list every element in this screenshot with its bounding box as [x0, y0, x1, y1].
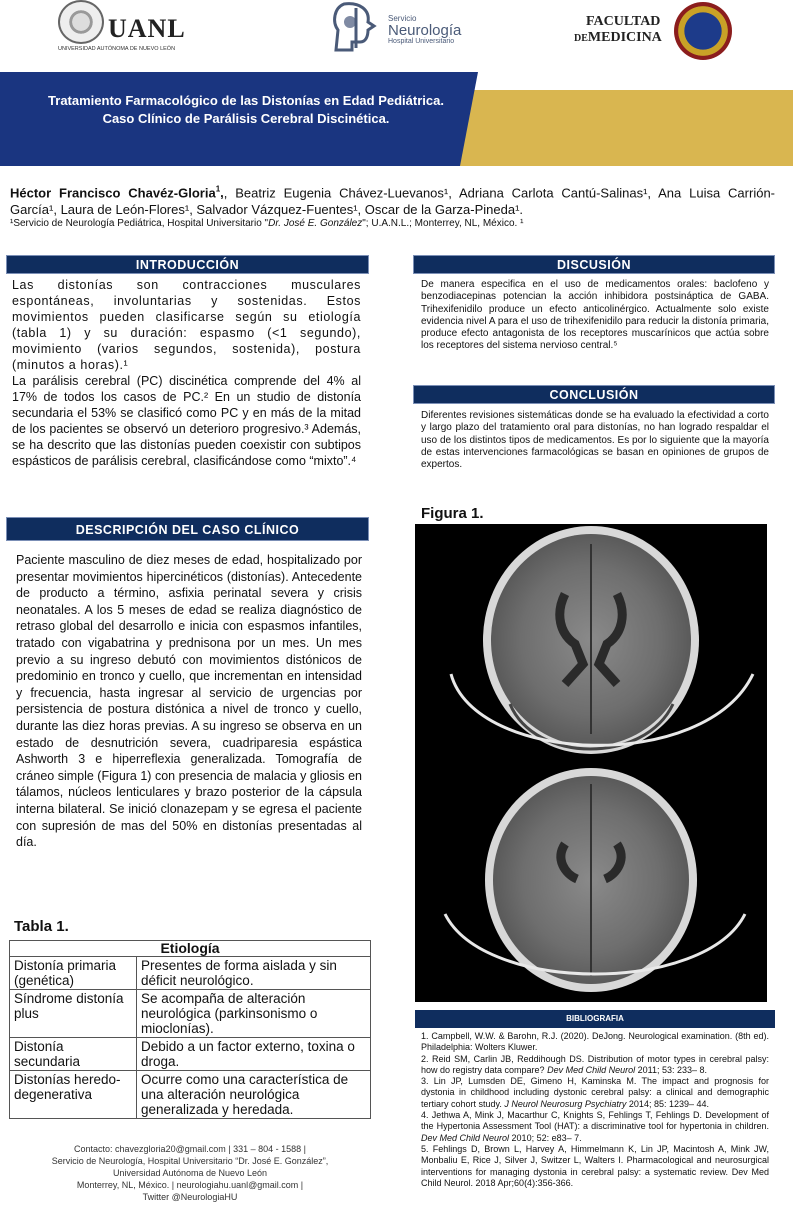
uanl-seal-icon — [58, 0, 104, 44]
facultad-medicina-logo: FACULTAD DEMEDICINA — [574, 0, 744, 64]
neuro-line3: Hospital Universitario — [388, 38, 455, 45]
tabla-label: Tabla 1. — [14, 918, 69, 935]
banner-gold-band — [456, 90, 793, 166]
neuro-line2: Neurología — [388, 22, 462, 39]
poster-title: Tratamiento Farmacológico de las Distoní… — [48, 93, 444, 126]
banner-navy-band — [0, 72, 478, 166]
table-row: Distonía secundaria Debido a un factor ex… — [9, 1037, 371, 1071]
section-header-caso-clinico: DESCRIPCIÓN DEL CASO CLÍNICO — [6, 517, 369, 541]
uanl-logo: UANL UNIVERSIDAD AUTÓNOMA DE NUEVO LEÓN — [58, 0, 188, 56]
reference-item: 2. Reid SM, Carlin JB, Reddihough DS. Di… — [421, 1053, 769, 1075]
section-header-discusion: DISCUSIÓN — [413, 255, 775, 274]
contact-info: Contacto: chavezgloria20@gmail.com | 331… — [51, 1144, 329, 1202]
conclusion-text: Diferentes revisiones sistemáticas donde… — [421, 410, 769, 471]
section-header-introduccion: INTRODUCCIÓN — [6, 255, 369, 274]
title-banner: Tratamiento Farmacológico de las Distoní… — [0, 72, 793, 166]
brain-head-icon — [333, 2, 377, 52]
ct-scan-image — [443, 526, 755, 992]
ct-scan-figure — [415, 524, 767, 1002]
uanl-name: UANL — [108, 14, 186, 43]
neurologia-logo: Servicio Neurología Hospital Universitar… — [330, 0, 470, 56]
caso-clinico-text: Paciente masculino de diez meses de edad… — [16, 553, 362, 850]
fm-line2: DEMEDICINA — [574, 30, 662, 45]
table-row: Distonías heredo-degenerativa Ocurre como… — [9, 1070, 371, 1119]
reference-item: 3. Lin JP, Lumsden DE, Gimeno H, Kaminsk… — [421, 1076, 769, 1109]
reference-item: 1. Campbell, W.W. & Barohn, R.J. (2020).… — [421, 1031, 769, 1053]
reference-item: 4. Jethwa A, Mink J, Macarthur C, Knight… — [421, 1110, 769, 1143]
table-row: Distonía primaria (genética) Presentes de… — [9, 956, 371, 990]
affiliation: ¹Servicio de Neurología Pediátrica, Hosp… — [10, 218, 524, 229]
figura-label: Figura 1. — [421, 505, 484, 522]
reference-item: 5. Fehlings D, Brown L, Harvey A, Himmel… — [421, 1143, 769, 1188]
section-header-conclusion: CONCLUSIÓN — [413, 385, 775, 404]
authors-list: Héctor Francisco Chavéz-Gloria1,, Beatri… — [10, 185, 776, 218]
fm-line1: FACULTAD — [586, 14, 661, 29]
uanl-subtitle: UNIVERSIDAD AUTÓNOMA DE NUEVO LEÓN — [58, 46, 176, 52]
etiologia-table: Etiología Distonía primaria (genética) Pr… — [9, 940, 371, 1119]
table-row: Síndrome distonía plus Se acompaña de alt… — [9, 989, 371, 1038]
introduccion-text: Las distonías son contracciones muscular… — [12, 278, 361, 468]
section-header-bibliografia: BIBLIOGRAFIA — [415, 1010, 775, 1028]
neuro-line1: Servicio — [388, 14, 417, 23]
bibliografia-list: 1. Campbell, W.W. & Barohn, R.J. (2020).… — [421, 1031, 769, 1189]
discusion-text: De manera especifica en el uso de medica… — [421, 279, 769, 352]
medicina-shield-icon — [674, 2, 732, 60]
table-header: Etiología — [9, 940, 371, 957]
